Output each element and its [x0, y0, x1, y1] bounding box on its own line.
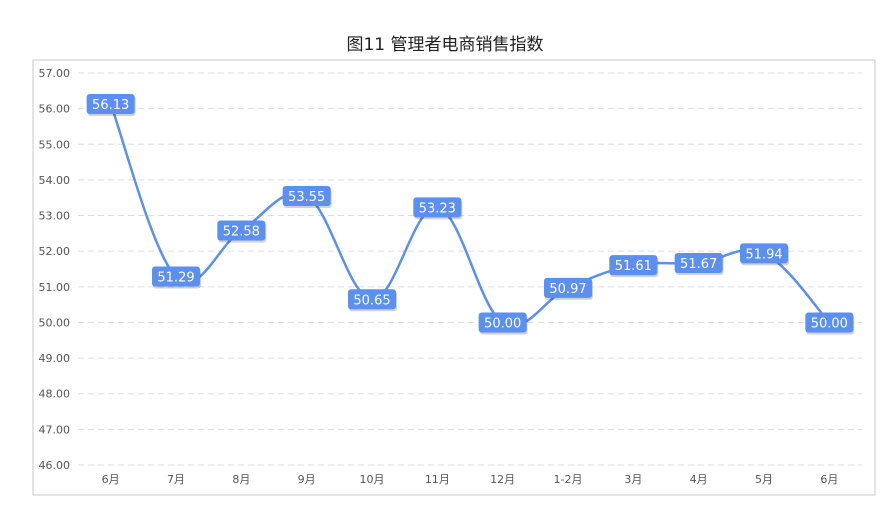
- y-tick-label: 47.00: [39, 423, 71, 436]
- data-label-value: 53.55: [288, 190, 325, 205]
- y-tick-label: 46.00: [39, 459, 71, 472]
- chart-title: 图11 管理者电商销售指数: [346, 35, 544, 55]
- y-tick-label: 56.00: [39, 103, 71, 116]
- y-tick-label: 55.00: [39, 138, 71, 151]
- x-tick-label: 6月: [820, 473, 838, 486]
- x-tick-label: 9月: [298, 473, 316, 486]
- y-tick-label: 51.00: [39, 281, 71, 294]
- data-label-box: [740, 243, 788, 264]
- data-label: 51.61: [609, 255, 659, 278]
- data-label-box: [348, 289, 396, 310]
- data-label-box: [86, 94, 135, 115]
- data-label: 50.00: [478, 312, 528, 335]
- data-label-value: 53.23: [419, 201, 456, 216]
- data-label: 51.67: [674, 252, 724, 275]
- data-label: 52.58: [217, 220, 267, 243]
- data-label-value: 50.00: [484, 316, 521, 331]
- y-tick-label: 57.00: [39, 67, 71, 80]
- x-tick-label: 10月: [360, 473, 385, 486]
- data-label: 53.55: [282, 185, 332, 208]
- x-tick-label: 3月: [624, 473, 642, 486]
- data-label-value: 51.94: [745, 247, 782, 262]
- x-tick-label: 8月: [232, 473, 250, 486]
- data-label-box: [152, 266, 200, 287]
- data-label-box: [282, 185, 331, 206]
- data-label-value: 51.67: [680, 257, 717, 272]
- data-label-box: [544, 277, 592, 298]
- data-label: 56.13: [86, 94, 136, 117]
- data-label-box: [413, 197, 462, 218]
- data-label-value: 52.58: [223, 225, 260, 240]
- data-label-value: 51.61: [615, 259, 652, 274]
- data-label: 51.94: [740, 243, 789, 266]
- chart-frame: [32, 59, 876, 496]
- data-label-box: [478, 312, 527, 333]
- data-label-value: 50.97: [549, 282, 586, 297]
- data-label: 50.00: [805, 312, 855, 335]
- x-tick-label: 4月: [690, 473, 708, 486]
- y-tick-label: 48.00: [39, 388, 71, 401]
- series-line: [109, 102, 831, 327]
- y-tick-label: 54.00: [39, 174, 71, 187]
- x-tick-label: 1-2月: [554, 473, 583, 486]
- data-label: 53.23: [413, 197, 463, 220]
- data-label: 50.97: [544, 277, 593, 300]
- data-label-value: 50.65: [353, 293, 390, 308]
- y-tick-label: 50.00: [39, 316, 71, 329]
- data-label-value: 50.00: [811, 316, 848, 331]
- y-tick-label: 49.00: [39, 352, 71, 365]
- data-label-box: [805, 312, 854, 333]
- x-tick-label: 12月: [490, 473, 515, 486]
- y-tick-label: 52.00: [39, 245, 71, 258]
- x-tick-label: 6月: [102, 473, 120, 486]
- data-label-box: [217, 220, 266, 241]
- data-label: 51.29: [152, 266, 201, 289]
- data-label-box: [609, 255, 658, 276]
- y-tick-label: 53.00: [39, 210, 71, 223]
- x-tick-label: 5月: [755, 473, 773, 486]
- data-label-box: [674, 252, 723, 273]
- x-tick-label: 7月: [167, 473, 185, 486]
- x-tick-label: 11月: [425, 473, 450, 486]
- data-label-value: 51.29: [157, 270, 194, 285]
- data-label: 50.65: [348, 289, 397, 312]
- data-label-value: 56.13: [92, 98, 129, 113]
